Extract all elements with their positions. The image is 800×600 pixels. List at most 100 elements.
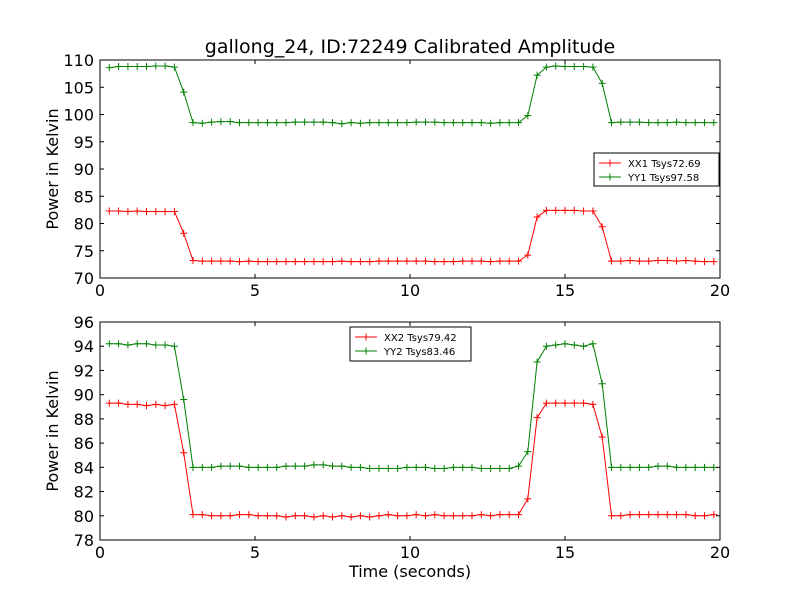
data-point-marker xyxy=(170,342,178,350)
data-point-marker xyxy=(449,119,457,127)
data-point-marker xyxy=(673,118,681,126)
data-point-marker xyxy=(366,513,374,521)
y-tick-label: 96 xyxy=(74,313,94,332)
data-point-marker xyxy=(635,118,643,126)
data-point-marker xyxy=(580,207,588,215)
data-point-marker xyxy=(654,257,662,265)
data-point-marker xyxy=(217,462,225,470)
data-point-marker xyxy=(208,463,216,471)
data-point-marker xyxy=(217,118,225,126)
data-point-marker xyxy=(449,512,457,520)
data-point-marker xyxy=(161,62,169,70)
data-point-marker xyxy=(561,206,569,214)
data-point-marker xyxy=(236,462,243,470)
data-point-marker xyxy=(431,118,439,126)
data-point-marker xyxy=(170,63,178,71)
data-point-marker xyxy=(217,257,225,265)
data-point-marker xyxy=(440,465,448,473)
data-point-marker xyxy=(598,433,606,441)
data-point-marker xyxy=(301,118,309,126)
data-point-marker xyxy=(115,207,123,215)
y-tick-label: 82 xyxy=(74,483,94,502)
legend-label: YY1 Tsys97.58 xyxy=(627,173,699,184)
data-point-marker xyxy=(487,119,495,127)
data-point-marker xyxy=(663,511,671,519)
legend: XX1 Tsys72.69 YY1 Tsys97.58 xyxy=(593,152,720,187)
data-point-marker xyxy=(263,512,271,520)
data-point-marker xyxy=(291,118,299,126)
data-point-marker xyxy=(580,399,588,407)
data-point-marker xyxy=(477,465,485,473)
data-point-marker xyxy=(198,511,206,519)
data-point-marker xyxy=(282,513,290,521)
data-point-marker xyxy=(515,511,522,519)
y-tick-label: 105 xyxy=(63,78,94,97)
data-point-marker xyxy=(412,511,420,519)
data-point-marker xyxy=(673,257,681,265)
data-point-marker xyxy=(496,465,504,473)
y-tick-label: 100 xyxy=(63,106,94,125)
data-point-marker xyxy=(198,257,206,265)
y-tick-label: 78 xyxy=(74,531,94,550)
data-point-marker xyxy=(394,119,402,127)
x-tick-label: 5 xyxy=(250,281,260,300)
data-point-marker xyxy=(291,462,299,470)
data-point-marker xyxy=(189,511,197,519)
data-point-marker xyxy=(682,463,690,471)
y-tick-label: 110 xyxy=(63,51,94,70)
data-point-marker xyxy=(189,119,197,127)
data-point-marker xyxy=(394,512,402,520)
legend: XX2 Tsys79.42 YY2 Tsys83.46 xyxy=(349,326,472,362)
data-point-marker xyxy=(143,340,150,348)
data-point-marker xyxy=(180,396,188,404)
data-point-marker xyxy=(570,399,578,407)
legend-label: XX2 Tsys79.42 xyxy=(384,333,457,344)
data-point-marker xyxy=(124,400,132,408)
data-point-marker xyxy=(263,463,271,471)
data-point-marker xyxy=(589,207,597,215)
data-point-marker xyxy=(273,512,281,520)
data-point-marker xyxy=(105,399,113,407)
data-point-marker xyxy=(347,513,355,521)
data-point-marker xyxy=(254,512,262,520)
data-point-marker xyxy=(347,119,355,127)
data-point-marker xyxy=(468,512,476,520)
data-point-marker xyxy=(384,257,392,265)
data-point-marker xyxy=(552,206,560,214)
data-point-marker xyxy=(431,511,439,519)
data-point-marker xyxy=(319,258,327,266)
data-point-marker xyxy=(319,461,327,469)
data-point-marker xyxy=(663,257,671,265)
data-point-marker xyxy=(542,399,550,407)
data-point-marker xyxy=(515,462,522,470)
data-point-marker xyxy=(654,462,662,470)
data-point-marker xyxy=(626,511,634,519)
data-point-marker xyxy=(217,512,225,520)
x-tick-label: 20 xyxy=(710,543,730,562)
data-point-marker xyxy=(301,462,309,470)
y-tick-label: 95 xyxy=(74,133,94,152)
data-point-marker xyxy=(431,465,439,473)
data-point-marker xyxy=(598,79,606,87)
data-point-marker xyxy=(459,463,467,471)
data-point-marker xyxy=(375,257,383,265)
data-point-marker xyxy=(338,120,346,128)
data-point-marker xyxy=(356,119,364,127)
data-point-marker xyxy=(542,342,550,350)
data-point-marker xyxy=(180,229,188,237)
data-point-marker xyxy=(115,340,123,348)
x-tick-label: 0 xyxy=(95,543,105,562)
data-point-marker xyxy=(115,399,123,407)
data-point-marker xyxy=(180,449,188,457)
data-point-marker xyxy=(477,257,485,265)
data-point-marker xyxy=(654,119,662,127)
data-point-marker xyxy=(608,463,615,471)
legend-marker xyxy=(606,159,614,167)
data-point-marker xyxy=(329,258,336,266)
data-point-marker xyxy=(645,119,653,127)
data-point-marker xyxy=(608,119,615,127)
data-point-marker xyxy=(505,257,513,265)
data-point-marker xyxy=(226,462,234,470)
data-point-marker xyxy=(449,463,457,471)
data-point-marker xyxy=(533,358,541,366)
